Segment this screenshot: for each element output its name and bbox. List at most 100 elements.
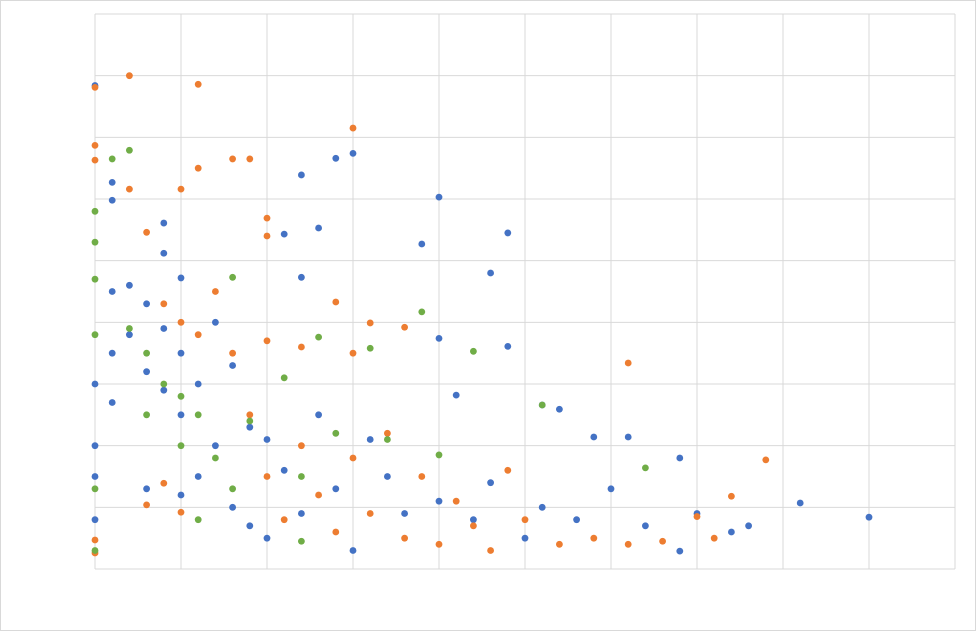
point — [676, 454, 684, 462]
point — [143, 349, 151, 357]
point — [298, 510, 305, 517]
point — [194, 411, 202, 419]
point — [263, 473, 271, 480]
point — [728, 492, 735, 500]
point — [607, 485, 615, 493]
point — [160, 380, 168, 388]
point — [143, 368, 151, 376]
point — [865, 513, 873, 521]
point — [504, 229, 512, 237]
point — [91, 156, 99, 164]
point — [315, 491, 322, 499]
point — [676, 547, 684, 555]
point — [125, 325, 133, 332]
point — [246, 155, 254, 163]
point — [177, 349, 185, 357]
point — [160, 386, 168, 394]
point — [435, 193, 443, 201]
point — [177, 392, 185, 400]
point — [143, 411, 151, 419]
point — [91, 536, 99, 544]
point — [487, 269, 494, 277]
point — [538, 401, 546, 409]
point — [366, 319, 374, 327]
point — [642, 464, 649, 472]
point — [91, 207, 99, 215]
point — [229, 273, 237, 281]
points — [91, 72, 873, 557]
point — [229, 485, 237, 493]
point — [229, 362, 237, 369]
point — [246, 411, 254, 419]
point — [642, 522, 649, 530]
point — [91, 473, 99, 480]
point — [332, 429, 340, 437]
point — [108, 349, 116, 357]
point — [229, 503, 237, 511]
point — [91, 547, 99, 554]
point — [435, 540, 443, 548]
point — [246, 522, 254, 530]
point — [401, 510, 408, 517]
point — [246, 423, 254, 431]
point — [263, 436, 271, 443]
point — [349, 547, 357, 554]
point — [624, 540, 632, 548]
point — [298, 473, 305, 480]
point — [556, 540, 563, 548]
point — [298, 273, 305, 281]
point — [212, 318, 219, 326]
point — [280, 230, 288, 238]
point — [573, 516, 580, 524]
point — [177, 318, 185, 326]
point — [160, 219, 168, 227]
point — [418, 308, 426, 316]
point — [280, 516, 288, 524]
point — [401, 323, 408, 331]
point — [332, 154, 340, 162]
point — [745, 522, 752, 530]
point — [177, 491, 185, 499]
point — [194, 473, 202, 480]
point — [194, 164, 202, 172]
point — [538, 503, 546, 511]
point — [349, 349, 357, 357]
point — [624, 433, 632, 441]
point — [384, 436, 391, 443]
point — [125, 331, 133, 339]
point — [452, 391, 460, 399]
point — [263, 534, 271, 542]
point — [194, 516, 202, 524]
point — [194, 380, 202, 388]
point — [125, 146, 133, 154]
point — [229, 349, 237, 357]
point — [91, 380, 99, 388]
point — [332, 485, 340, 493]
point — [366, 510, 374, 517]
point — [143, 228, 151, 236]
point — [315, 411, 322, 419]
point — [384, 473, 391, 480]
point — [487, 547, 494, 554]
point — [298, 171, 305, 179]
point — [470, 347, 477, 355]
point — [435, 451, 443, 459]
point — [624, 359, 632, 367]
point — [418, 240, 426, 248]
point — [280, 374, 288, 382]
point — [435, 497, 443, 505]
point — [143, 501, 151, 509]
point — [659, 537, 666, 545]
point — [521, 516, 529, 524]
point — [160, 325, 168, 332]
point — [332, 298, 340, 306]
point — [728, 528, 735, 536]
point — [91, 331, 99, 339]
point — [366, 436, 374, 443]
point — [91, 141, 99, 149]
point — [108, 288, 116, 295]
point — [504, 342, 512, 350]
point — [177, 442, 185, 450]
